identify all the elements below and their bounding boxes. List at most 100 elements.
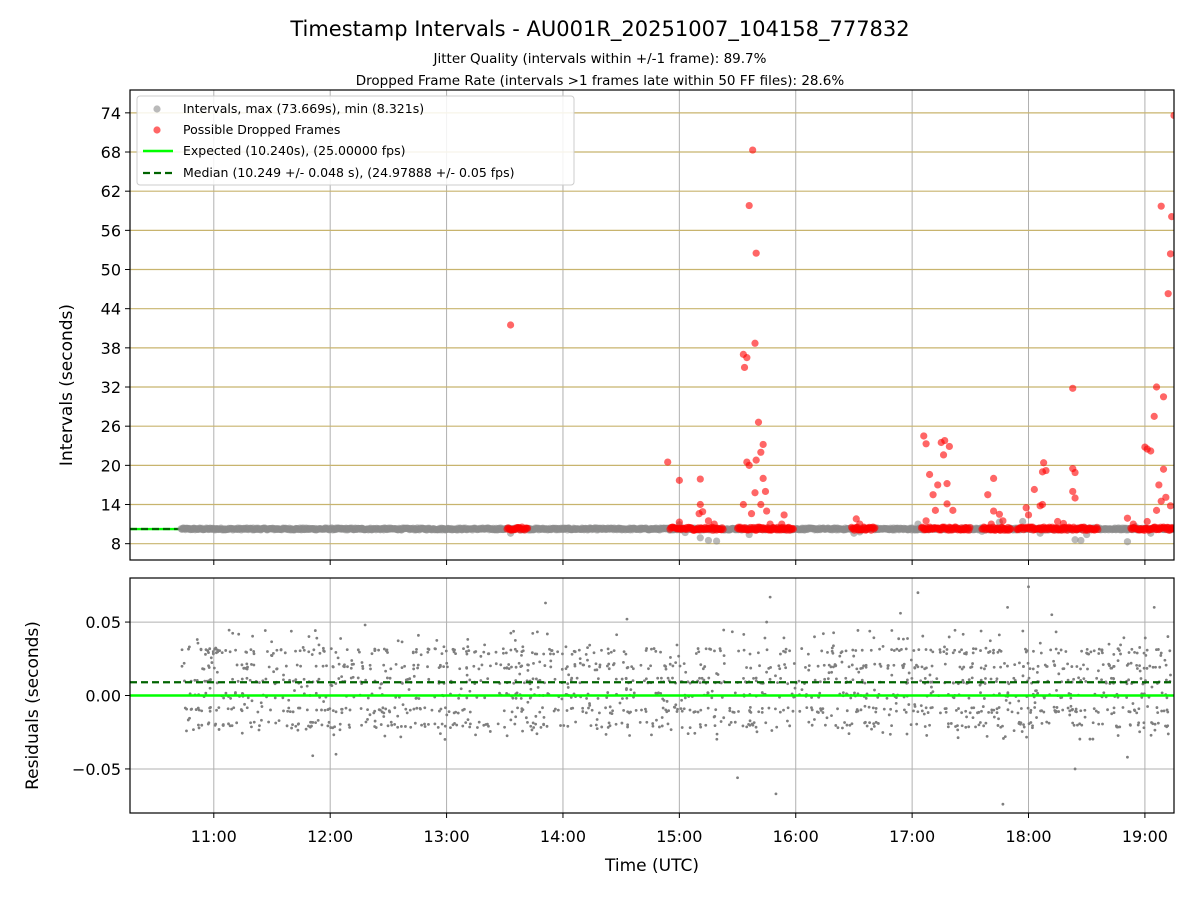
- residual-point: [570, 678, 573, 681]
- residual-point: [507, 663, 510, 666]
- residual-point: [332, 733, 335, 736]
- residual-point: [1037, 665, 1040, 668]
- residual-point: [761, 711, 764, 714]
- residual-point: [1055, 631, 1058, 634]
- residual-point: [621, 678, 624, 681]
- residual-point: [752, 724, 755, 727]
- residual-point: [1126, 756, 1129, 759]
- residuals-y-axis-label: Residuals (seconds): [23, 621, 43, 790]
- residual-point: [1097, 652, 1100, 655]
- residual-point: [270, 640, 273, 643]
- residual-point: [907, 703, 910, 706]
- residual-point: [552, 653, 555, 656]
- residual-point: [1082, 677, 1085, 680]
- residual-point: [453, 650, 456, 653]
- residual-point: [348, 723, 351, 726]
- residual-point: [1102, 691, 1105, 694]
- residual-point: [895, 648, 898, 651]
- residual-point: [308, 635, 311, 638]
- residual-point: [1140, 677, 1143, 680]
- residual-point: [215, 709, 218, 712]
- residual-point: [1084, 680, 1087, 683]
- residual-point: [387, 724, 390, 727]
- residual-point: [784, 651, 787, 654]
- residual-point: [252, 664, 255, 667]
- residual-point: [1086, 652, 1089, 655]
- residual-point: [878, 648, 881, 651]
- residual-point: [1151, 686, 1154, 689]
- residual-point: [303, 649, 306, 652]
- residual-point: [707, 707, 710, 710]
- residual-point: [1046, 665, 1049, 668]
- residual-point: [503, 726, 506, 729]
- residual-point: [677, 655, 680, 658]
- residual-point: [237, 633, 240, 636]
- dropped-frame-point: [1071, 469, 1078, 476]
- residual-point: [437, 726, 440, 729]
- residual-point: [615, 633, 618, 636]
- residual-point: [848, 732, 851, 735]
- residual-point: [830, 671, 833, 674]
- residual-point: [1071, 722, 1074, 725]
- residual-point: [972, 716, 975, 719]
- residual-point: [939, 711, 942, 714]
- residual-point: [389, 667, 392, 670]
- residual-point: [608, 667, 611, 670]
- residual-point: [536, 732, 539, 735]
- residual-point: [566, 725, 569, 728]
- residual-point: [276, 667, 279, 670]
- residual-point: [571, 653, 574, 656]
- residual-point: [687, 732, 690, 735]
- residual-point: [1036, 671, 1039, 674]
- residual-point: [393, 723, 396, 726]
- residual-point: [667, 709, 670, 712]
- residual-point: [670, 728, 673, 731]
- residual-point: [798, 710, 801, 713]
- dropped-frame-point: [676, 477, 683, 484]
- residual-point: [1017, 700, 1020, 703]
- residual-point: [828, 671, 831, 674]
- residual-point: [1050, 613, 1053, 616]
- residual-point: [579, 681, 582, 684]
- residual-point: [1137, 721, 1140, 724]
- residual-point: [571, 707, 574, 710]
- legend-dropped-label: Possible Dropped Frames: [183, 122, 340, 137]
- residual-point: [864, 721, 867, 724]
- residual-point: [468, 726, 471, 729]
- residual-point: [1117, 659, 1120, 662]
- residual-point: [1061, 709, 1064, 712]
- residuals-y-tick-label: 0.00: [85, 687, 121, 706]
- residual-point: [197, 642, 200, 645]
- residual-point: [214, 723, 217, 726]
- residual-point: [1084, 716, 1087, 719]
- residual-point: [897, 637, 900, 640]
- residual-point: [1040, 652, 1043, 655]
- residual-point: [469, 722, 472, 725]
- residual-point: [990, 678, 993, 681]
- residual-point: [585, 697, 588, 700]
- residual-point: [722, 629, 725, 632]
- residual-point: [964, 726, 967, 729]
- residual-point: [644, 708, 647, 711]
- dropped-frame-point: [856, 520, 863, 527]
- residual-point: [957, 707, 960, 710]
- residual-point: [820, 650, 823, 653]
- residual-point: [948, 636, 951, 639]
- residual-point: [910, 723, 913, 726]
- residual-point: [613, 649, 616, 652]
- residual-point: [919, 679, 922, 682]
- residual-point: [887, 664, 890, 667]
- residual-point: [474, 734, 477, 737]
- residual-point: [546, 633, 549, 636]
- residual-point: [625, 688, 628, 691]
- residual-point: [284, 651, 287, 654]
- dropped-frame-point: [762, 488, 769, 495]
- residual-point: [982, 705, 985, 708]
- residual-point: [720, 682, 723, 685]
- residual-point: [753, 721, 756, 724]
- residual-point: [962, 681, 965, 684]
- residual-point: [210, 661, 213, 664]
- residual-point: [595, 724, 598, 727]
- residual-point: [318, 643, 321, 646]
- residual-point: [769, 678, 772, 681]
